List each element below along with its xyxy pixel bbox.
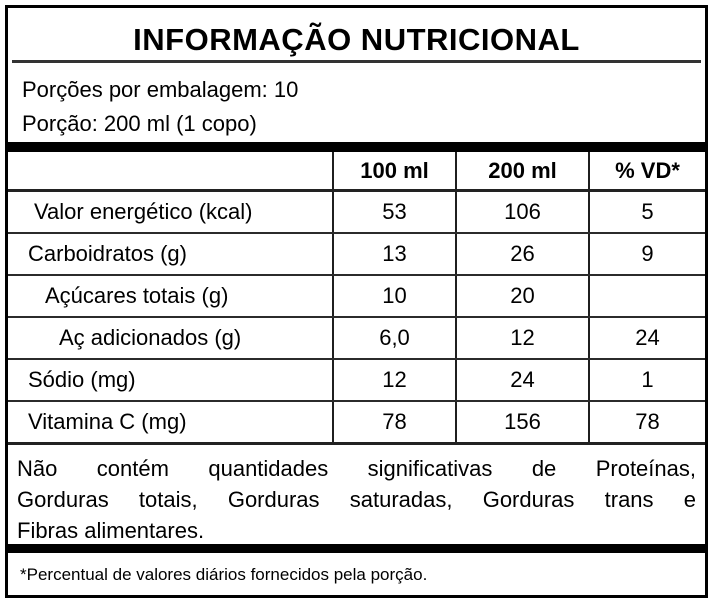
value-100ml: 13 bbox=[332, 234, 455, 274]
note-line: Gorduras totais, Gorduras saturadas, Gor… bbox=[17, 487, 696, 512]
col-header-empty bbox=[8, 152, 332, 189]
title-divider bbox=[12, 60, 701, 63]
value-pct-vd: 9 bbox=[588, 234, 705, 274]
servings-per-package: Porções por embalagem: 10 bbox=[22, 77, 299, 102]
table-row-acucares-totais: Açúcares totais (g) 10 20 bbox=[8, 276, 705, 318]
serving-size: Porção: 200 ml (1 copo) bbox=[22, 111, 257, 136]
nutrition-table: 100 ml 200 ml % VD* Valor energético (kc… bbox=[8, 152, 705, 445]
table-row-sodio: Sódio (mg) 12 24 1 bbox=[8, 360, 705, 402]
value-100ml: 6,0 bbox=[332, 318, 455, 358]
serving-info: Porções por embalagem: 10 Porção: 200 ml… bbox=[8, 63, 705, 142]
note-line: Fibras alimentares. bbox=[17, 518, 205, 543]
nutrition-label: INFORMAÇÃO NUTRICIONAL Porções por embal… bbox=[5, 5, 708, 598]
value-200ml: 106 bbox=[455, 192, 588, 232]
note-line: Não contém quantidades significativas de… bbox=[17, 456, 696, 481]
table-row-carboidratos: Carboidratos (g) 13 26 9 bbox=[8, 234, 705, 276]
table-top-bar bbox=[8, 142, 705, 152]
nutrient-name: Carboidratos (g) bbox=[28, 241, 187, 266]
value-100ml: 12 bbox=[332, 360, 455, 400]
nutrient-name: Vitamina C (mg) bbox=[28, 409, 187, 434]
col-header-pct-vd: % VD* bbox=[588, 152, 705, 189]
value-200ml: 156 bbox=[455, 402, 588, 442]
value-100ml: 53 bbox=[332, 192, 455, 232]
daily-value-footnote: *Percentual de valores diários fornecido… bbox=[20, 565, 428, 584]
value-200ml: 26 bbox=[455, 234, 588, 274]
table-row-valor-energetico: Valor energético (kcal) 53 106 5 bbox=[8, 192, 705, 234]
nutrient-name: Valor energético (kcal) bbox=[34, 199, 253, 224]
footer-bar bbox=[8, 544, 705, 553]
col-header-100ml: 100 ml bbox=[332, 152, 455, 189]
col-header-200ml: 200 ml bbox=[455, 152, 588, 189]
value-100ml: 78 bbox=[332, 402, 455, 442]
value-pct-vd bbox=[588, 276, 705, 316]
nutrient-name: Açúcares totais (g) bbox=[45, 283, 229, 308]
nutrient-name: Aç adicionados (g) bbox=[59, 325, 242, 350]
value-200ml: 12 bbox=[455, 318, 588, 358]
value-pct-vd: 24 bbox=[588, 318, 705, 358]
value-pct-vd: 5 bbox=[588, 192, 705, 232]
label-title: INFORMAÇÃO NUTRICIONAL bbox=[133, 22, 580, 57]
nutrient-name: Sódio (mg) bbox=[28, 367, 136, 392]
value-pct-vd: 78 bbox=[588, 402, 705, 442]
value-200ml: 20 bbox=[455, 276, 588, 316]
value-100ml: 10 bbox=[332, 276, 455, 316]
table-row-vitamina-c: Vitamina C (mg) 78 156 78 bbox=[8, 402, 705, 445]
insignificant-amounts-note: Não contém quantidades significativas de… bbox=[8, 445, 705, 544]
value-200ml: 24 bbox=[455, 360, 588, 400]
value-pct-vd: 1 bbox=[588, 360, 705, 400]
table-row-ac-adicionados: Aç adicionados (g) 6,0 12 24 bbox=[8, 318, 705, 360]
table-header-row: 100 ml 200 ml % VD* bbox=[8, 152, 705, 192]
